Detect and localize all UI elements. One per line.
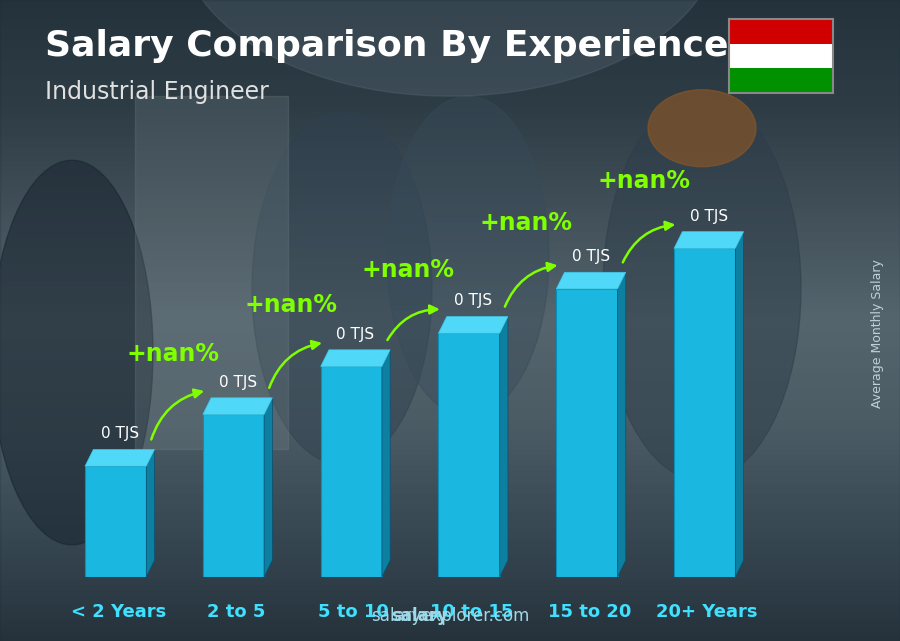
Text: 2 to 5: 2 to 5 (207, 603, 266, 620)
Bar (729, 69, 832, 93)
Bar (729, 44, 832, 69)
Text: 20+ Years: 20+ Years (656, 603, 758, 620)
Text: 10 to 15: 10 to 15 (430, 603, 513, 620)
Text: 0 TJS: 0 TJS (219, 375, 256, 390)
Text: Salary Comparison By Experience: Salary Comparison By Experience (45, 29, 728, 63)
Polygon shape (135, 96, 288, 449)
Polygon shape (438, 317, 508, 333)
Polygon shape (382, 350, 391, 577)
Text: +nan%: +nan% (480, 212, 572, 235)
Text: Average Monthly Salary: Average Monthly Salary (871, 259, 884, 408)
Polygon shape (320, 367, 382, 577)
Polygon shape (674, 231, 743, 248)
Polygon shape (556, 272, 626, 289)
Text: Industrial Engineer: Industrial Engineer (45, 80, 269, 104)
Text: 0 TJS: 0 TJS (337, 327, 374, 342)
Polygon shape (438, 333, 500, 577)
Ellipse shape (603, 96, 801, 481)
Text: salary: salary (392, 607, 448, 625)
Text: 0 TJS: 0 TJS (689, 208, 728, 224)
Polygon shape (674, 248, 735, 577)
Polygon shape (735, 231, 743, 577)
Text: 0 TJS: 0 TJS (454, 294, 492, 308)
Text: 15 to 20: 15 to 20 (548, 603, 631, 620)
Text: 5 to 10: 5 to 10 (319, 603, 389, 620)
Polygon shape (86, 449, 155, 466)
Polygon shape (86, 466, 147, 577)
Text: salaryexplorer.com: salaryexplorer.com (371, 607, 529, 625)
Polygon shape (500, 317, 508, 577)
Text: +nan%: +nan% (362, 258, 454, 281)
Text: +nan%: +nan% (244, 292, 338, 317)
Ellipse shape (648, 90, 756, 167)
Text: +nan%: +nan% (126, 342, 220, 367)
Ellipse shape (252, 112, 432, 465)
Ellipse shape (0, 160, 153, 545)
Polygon shape (320, 350, 391, 367)
Polygon shape (264, 398, 273, 577)
Polygon shape (147, 449, 155, 577)
Polygon shape (556, 289, 617, 577)
Text: < 2 Years: < 2 Years (70, 603, 166, 620)
Text: 0 TJS: 0 TJS (572, 249, 610, 264)
Ellipse shape (387, 96, 549, 417)
Ellipse shape (180, 0, 720, 96)
Text: +nan%: +nan% (598, 169, 690, 193)
Polygon shape (202, 415, 264, 577)
Text: 0 TJS: 0 TJS (101, 426, 139, 442)
Bar (729, 19, 832, 44)
Polygon shape (202, 398, 273, 415)
Polygon shape (617, 272, 626, 577)
